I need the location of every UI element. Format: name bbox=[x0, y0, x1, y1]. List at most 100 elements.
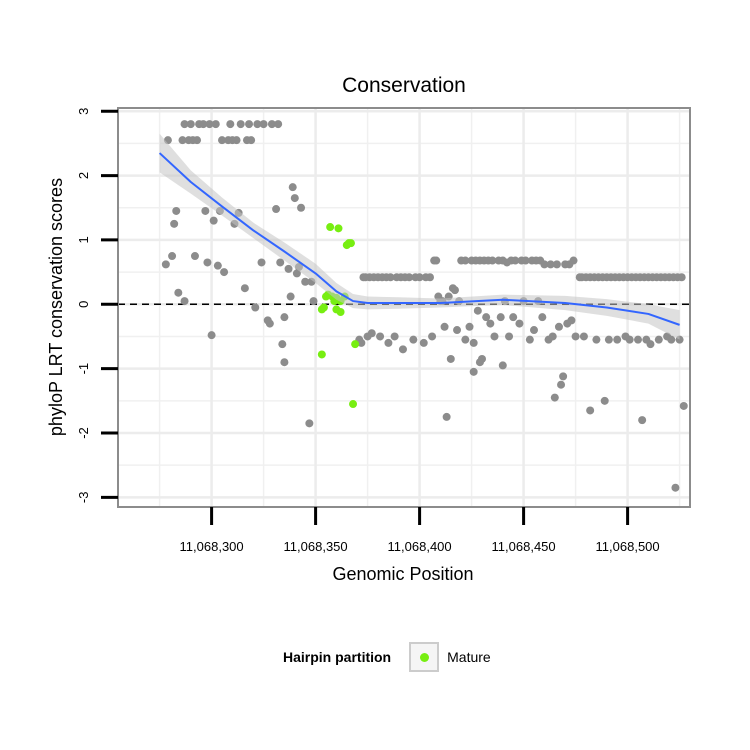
point-other bbox=[213, 261, 222, 270]
point-other bbox=[409, 335, 418, 344]
point-other bbox=[488, 256, 497, 265]
point-other bbox=[604, 335, 613, 344]
point-other bbox=[453, 326, 462, 335]
point-other bbox=[552, 260, 561, 269]
point-other bbox=[440, 322, 449, 331]
point-other bbox=[638, 416, 647, 425]
point-other bbox=[168, 252, 177, 261]
point-other bbox=[586, 406, 595, 415]
point-other bbox=[226, 120, 235, 129]
x-tick-label: 11,068,300 bbox=[180, 539, 244, 554]
point-other bbox=[267, 120, 276, 129]
point-other bbox=[280, 313, 289, 322]
smooth-trend-line bbox=[158, 152, 680, 326]
point-other bbox=[211, 120, 220, 129]
y-tick-label: 2 bbox=[76, 172, 91, 179]
point-other bbox=[209, 216, 218, 225]
point-other bbox=[469, 367, 478, 376]
point-other bbox=[450, 286, 459, 295]
point-other bbox=[540, 260, 549, 269]
point-other bbox=[486, 319, 495, 328]
point-other bbox=[288, 183, 297, 192]
point-other bbox=[161, 260, 170, 269]
point-other bbox=[172, 206, 181, 215]
point-other bbox=[634, 335, 642, 344]
point-other bbox=[671, 483, 680, 492]
point-other bbox=[432, 256, 441, 265]
point-other bbox=[278, 340, 287, 349]
point-other bbox=[292, 269, 301, 278]
point-other bbox=[218, 136, 226, 145]
point-other bbox=[390, 332, 399, 341]
point-other bbox=[419, 338, 428, 347]
point-other bbox=[490, 332, 499, 341]
y-tick-label: -1 bbox=[76, 363, 91, 375]
point-other bbox=[174, 288, 183, 297]
point-other bbox=[554, 322, 563, 331]
plot-border bbox=[117, 107, 691, 508]
point-other bbox=[478, 354, 486, 363]
point-other bbox=[530, 326, 538, 335]
point-other bbox=[280, 358, 289, 367]
point-other bbox=[240, 284, 249, 293]
point-other bbox=[236, 120, 245, 129]
point-other bbox=[357, 338, 366, 347]
legend-title: Hairpin partition bbox=[283, 649, 392, 665]
point-mature bbox=[326, 223, 335, 232]
point-other bbox=[677, 273, 686, 282]
y-tick-label: 1 bbox=[76, 236, 91, 243]
point-other bbox=[199, 120, 208, 129]
x-tick-label: 11,068,500 bbox=[596, 539, 660, 554]
point-other bbox=[548, 332, 557, 341]
point-other bbox=[426, 273, 434, 282]
point-other bbox=[509, 313, 518, 322]
point-other bbox=[613, 335, 622, 344]
point-mature bbox=[346, 239, 355, 248]
point-mature bbox=[336, 308, 345, 317]
point-other bbox=[469, 338, 478, 347]
point-other bbox=[538, 313, 547, 322]
point-other bbox=[579, 332, 588, 341]
point-other bbox=[461, 256, 470, 265]
point-other bbox=[550, 393, 559, 402]
x-tick-label: 11,068,400 bbox=[388, 539, 452, 554]
point-other bbox=[415, 273, 424, 282]
point-other bbox=[180, 120, 189, 129]
point-other bbox=[442, 412, 451, 421]
point-other bbox=[646, 340, 655, 349]
y-axis-title: phyloP LRT conservation scores bbox=[46, 178, 66, 436]
point-other bbox=[386, 273, 395, 282]
point-other bbox=[473, 306, 482, 315]
plot-panel: 11,068,300 11,068,350 11,068,400 11,068,450… bbox=[76, 107, 691, 554]
point-other bbox=[290, 194, 299, 203]
y-tick-label: 0 bbox=[76, 301, 91, 308]
point-other bbox=[625, 335, 634, 344]
point-other bbox=[201, 206, 210, 215]
point-other bbox=[567, 316, 576, 325]
point-other bbox=[498, 361, 507, 370]
point-other bbox=[284, 264, 293, 273]
point-other bbox=[253, 120, 262, 129]
point-mature bbox=[334, 224, 343, 233]
point-other bbox=[569, 256, 578, 265]
point-other bbox=[259, 120, 268, 129]
point-other bbox=[511, 256, 520, 265]
point-other bbox=[571, 332, 580, 341]
point-other bbox=[190, 252, 199, 261]
point-other bbox=[428, 332, 437, 341]
point-other bbox=[679, 401, 688, 410]
point-other bbox=[301, 277, 310, 286]
point-other bbox=[398, 345, 407, 354]
legend: Hairpin partition Mature bbox=[283, 639, 491, 675]
point-other bbox=[232, 136, 241, 145]
point-mature bbox=[349, 400, 358, 409]
point-other bbox=[367, 329, 376, 338]
y-tick-label: -2 bbox=[76, 427, 91, 439]
point-other bbox=[654, 335, 663, 344]
point-other bbox=[251, 303, 260, 312]
legend-label-mature: Mature bbox=[447, 649, 491, 665]
point-other bbox=[220, 268, 229, 277]
y-tick-label: 3 bbox=[76, 108, 91, 115]
point-other bbox=[247, 136, 256, 145]
